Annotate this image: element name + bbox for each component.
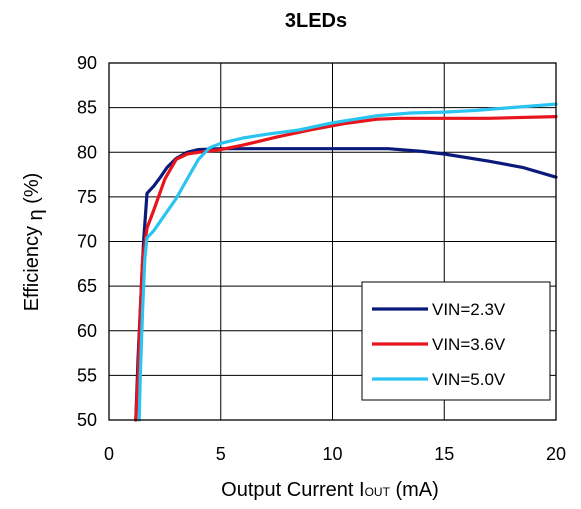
- y-tick-label: 85: [77, 98, 97, 118]
- y-tick-label: 50: [77, 410, 97, 430]
- series-line-2: [134, 115, 558, 422]
- chart-title: 3LEDs: [285, 10, 347, 32]
- plot-area-border: [108, 62, 557, 421]
- y-tick-label: 90: [77, 53, 97, 73]
- series-line-1: [134, 147, 558, 422]
- x-tick-label: 10: [322, 444, 342, 464]
- y-tick-label: 75: [77, 187, 97, 207]
- y-tick-label: 55: [77, 365, 97, 385]
- y-axis-label-main: Efficiency: [21, 221, 43, 312]
- series-line-3: [137, 102, 558, 422]
- x-tick-labels: 0 5 10 15 20: [104, 444, 566, 464]
- y-axis-label-symbol: η: [25, 209, 47, 220]
- legend: VIN=2.3V VIN=3.6V VIN=5.0V: [361, 281, 551, 401]
- legend-label-1: VIN=2.3V: [432, 300, 506, 319]
- x-tick-label: 20: [546, 444, 566, 464]
- y-tick-labels: 50 55 60 65 70 75 80 85 90: [77, 53, 97, 430]
- legend-label-2: VIN=3.6V: [432, 335, 506, 354]
- x-axis-label-main: Output Current I: [221, 479, 364, 501]
- y-tick-label: 65: [77, 276, 97, 296]
- y-axis-label: Efficiency η (%): [21, 173, 47, 312]
- x-axis-label: Output Current IOUT (mA): [221, 479, 439, 501]
- y-tick-label: 80: [77, 142, 97, 162]
- legend-label-3: VIN=5.0V: [432, 370, 506, 389]
- series-layer: [134, 102, 558, 422]
- x-axis-label-unit: (mA): [390, 479, 439, 501]
- y-tick-label: 60: [77, 321, 97, 341]
- y-tick-label: 70: [77, 232, 97, 252]
- x-tick-label: 5: [216, 444, 226, 464]
- x-axis-label-subscript: OUT: [365, 485, 391, 499]
- y-axis-label-unit: (%): [21, 173, 43, 210]
- x-tick-label: 0: [104, 444, 114, 464]
- x-tick-label: 15: [434, 444, 454, 464]
